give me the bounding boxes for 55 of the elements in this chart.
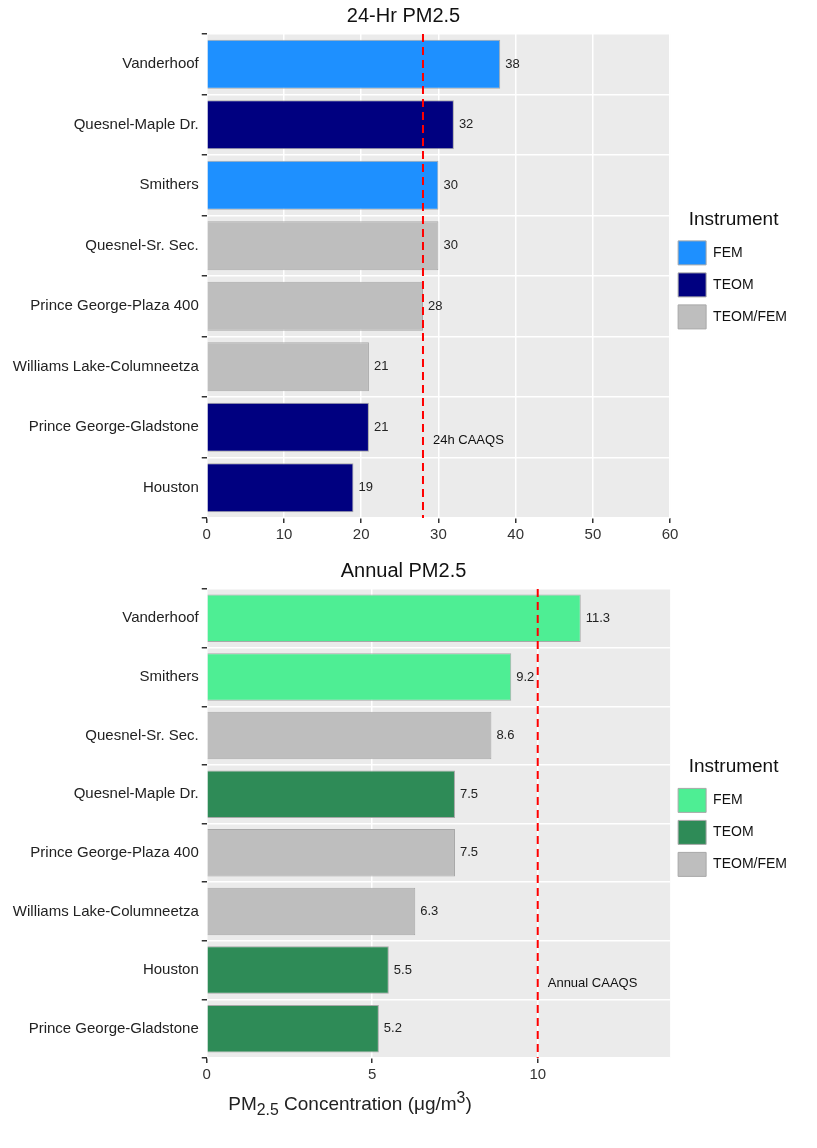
legend-title: Instrument (688, 207, 780, 229)
legend-label: TEOM/FEM (713, 855, 788, 872)
data-label: 9.2 (516, 668, 535, 684)
data-label: 7.5 (459, 844, 479, 860)
x-tick-label: 30 (430, 525, 447, 543)
data-label: 19 (358, 479, 373, 495)
y-tick-label: Prince George-Plaza 400 (30, 296, 199, 314)
y-tick-label: Quesnel-Maple Dr. (73, 114, 199, 132)
x-tick-label: 5 (368, 1065, 377, 1083)
x-tick-label: 0 (202, 1065, 211, 1083)
legend-label: FEM (713, 243, 743, 260)
data-label: 30 (443, 176, 458, 192)
x-tick-label: 0 (202, 525, 211, 543)
y-tick-label: Quesnel-Maple Dr. (73, 784, 199, 802)
x-tick-label: 50 (584, 525, 602, 543)
legend-label: TEOM (713, 275, 754, 292)
y-tick-label: Prince George-Gladstone (28, 1018, 199, 1036)
y-tick-label: Smithers (139, 667, 199, 685)
data-label: 30 (443, 237, 458, 253)
legend-label: TEOM/FEM (713, 307, 788, 324)
y-tick-label: Quesnel-Sr. Sec. (85, 725, 199, 743)
data-label: 5.2 (383, 1020, 402, 1036)
data-label: 5.5 (393, 961, 412, 977)
legend-label: FEM (713, 791, 743, 808)
y-tick-label: Smithers (139, 175, 199, 193)
data-label: 6.3 (420, 903, 439, 919)
y-tick-label: Houston (142, 960, 199, 978)
x-tick-label: 20 (352, 525, 370, 543)
data-label: 38 (505, 55, 520, 71)
y-tick-label: Prince George-Plaza 400 (30, 842, 199, 860)
x-tick-label: 10 (529, 1065, 547, 1083)
ref-line-label: 24h CAAQS (432, 432, 505, 448)
data-label: 11.3 (585, 609, 611, 625)
chart-title: Annual PM2.5 (340, 558, 467, 581)
y-tick-label: Houston (142, 477, 199, 495)
y-tick-label: Prince George-Gladstone (28, 417, 199, 435)
data-label: 32 (458, 116, 474, 132)
y-tick-label: Quesnel-Sr. Sec. (85, 235, 199, 253)
y-tick-label: Williams Lake-Columneetza (12, 356, 200, 374)
y-tick-label: Williams Lake-Columneetza (12, 901, 200, 919)
data-label: 21 (373, 418, 389, 434)
ref-line-label: Annual CAAQS (547, 974, 638, 990)
data-label: 28 (427, 297, 443, 313)
y-tick-label: Vanderhoof (122, 608, 200, 626)
data-label: 8.6 (496, 727, 515, 743)
data-label: 7.5 (459, 785, 479, 801)
legend-label: TEOM (713, 823, 754, 840)
x-tick-label: 60 (661, 525, 679, 543)
chart-title: 24-Hr PM2.5 (346, 3, 461, 26)
x-tick-label: 40 (507, 525, 525, 543)
x-axis-title: PM$_{2.5}$ Concentration (μg/m$^{3}$) (227, 1089, 473, 1120)
x-tick-label: 10 (275, 525, 293, 543)
legend-title: Instrument (688, 755, 780, 777)
y-tick-label: Vanderhoof (122, 54, 200, 72)
data-label: 21 (373, 358, 389, 374)
